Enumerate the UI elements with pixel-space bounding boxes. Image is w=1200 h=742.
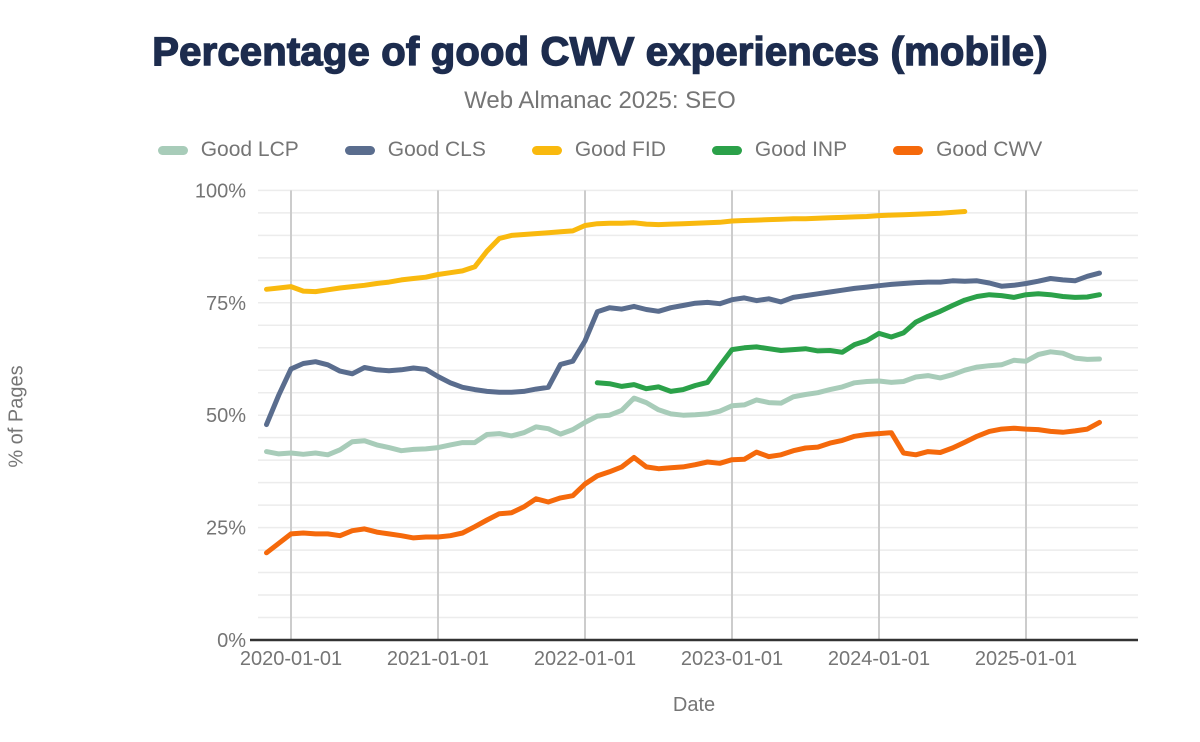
series-line-good-cls — [264, 270, 1102, 428]
series-line-good-fid — [264, 209, 968, 295]
legend-label: Good CWV — [936, 138, 1043, 161]
legend-label: Good CLS — [387, 138, 486, 161]
legend-label: Good FID — [574, 138, 666, 161]
x-tick-label: 2023-01-01 — [681, 648, 783, 670]
legend-label: Good LCP — [200, 138, 299, 161]
x-tick-label: 2021-01-01 — [387, 648, 489, 670]
x-tick-label: 2022-01-01 — [534, 648, 636, 670]
y-axis-title: % of Pages — [5, 365, 28, 468]
legend-swatch — [893, 145, 924, 155]
legend-label: Good INP — [754, 138, 848, 161]
y-tick-label: 100% — [195, 180, 246, 202]
legend-item-good-inp[interactable]: Good INP — [711, 138, 848, 162]
y-tick-label: 50% — [206, 405, 246, 427]
x-tick-label: 2020-01-01 — [240, 648, 342, 670]
y-tick-label: 75% — [206, 293, 246, 315]
legend-swatch — [157, 145, 188, 155]
x-tick-label: 2025-01-01 — [975, 648, 1077, 670]
series-line-good-inp — [594, 291, 1102, 394]
legend-item-good-fid[interactable]: Good FID — [531, 138, 666, 162]
x-axis-title: Date — [672, 694, 716, 716]
chart-title: Percentage of good CWV experiences (mobi… — [152, 29, 1049, 74]
legend: Good LCP Good CLS Good FID Good INP Good CWV — [0, 138, 1200, 162]
y-tick-label: 0% — [217, 630, 246, 652]
legend-swatch — [344, 145, 375, 155]
legend-item-good-lcp[interactable]: Good LCP — [157, 138, 299, 162]
series-line-good-lcp — [264, 349, 1102, 458]
y-tick-label: 25% — [206, 518, 246, 540]
legend-item-good-cwv[interactable]: Good CWV — [893, 138, 1042, 162]
legend-swatch — [531, 145, 562, 155]
chart-subtitle: Web Almanac 2025: SEO — [464, 87, 736, 114]
legend-item-good-cls[interactable]: Good CLS — [344, 138, 486, 162]
legend-swatch — [711, 145, 742, 155]
series-line-good-cwv — [264, 419, 1102, 556]
x-tick-label: 2024-01-01 — [828, 648, 930, 670]
